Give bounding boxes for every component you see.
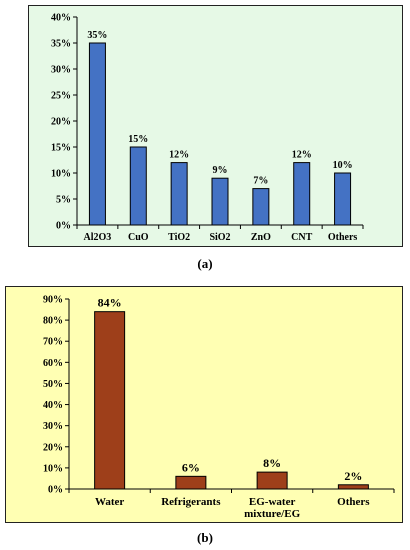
- chart-b-y-tick-label: 60%: [43, 358, 63, 369]
- chart-a-data-label: 10%: [333, 160, 353, 171]
- caption-a: (a): [197, 256, 213, 271]
- chart-b-data-label: 84%: [98, 296, 122, 310]
- chart-a-bar: [170, 162, 188, 226]
- chart-a-category-label: CNT: [291, 232, 312, 243]
- chart-b-y-tick-label: 10%: [43, 463, 63, 474]
- chart-b-data-label: 8%: [263, 456, 281, 470]
- chart-b-bar: [256, 471, 288, 490]
- chart-b-y-tick-label: 0%: [48, 485, 63, 496]
- chart-a-y-tick-label: 5%: [56, 195, 71, 206]
- chart-panel-a: 0% 5% 10% 15% 20% 25% 30% 35% 40% 35% Al2O3 15% CuO 1…: [28, 5, 403, 247]
- chart-b-y-tick-label: 50%: [43, 379, 63, 390]
- chart-a-bar: [88, 42, 106, 226]
- chart-a-y-tick-label: 35%: [51, 39, 71, 50]
- chart-b-y-tick-label: 20%: [43, 442, 63, 453]
- chart-b-category-label: Refrigerants: [161, 496, 221, 508]
- chart-a-category-label: Al2O3: [84, 232, 112, 243]
- chart-b-bar: [94, 311, 126, 490]
- chart-a-svg: 0% 5% 10% 15% 20% 25% 30% 35% 40% 35% Al2O3 15% CuO 1…: [51, 13, 364, 243]
- chart-a-data-label: 7%: [253, 176, 268, 187]
- chart-a-y-tick-label: 25%: [51, 91, 71, 102]
- chart-b-y-tick-label: 30%: [43, 421, 63, 432]
- chart-b-data-label: 6%: [182, 460, 200, 474]
- chart-panel-b: 0% 10% 20% 30% 40% 50% 60% 70% 80% 90% 84% Water 6% R…: [5, 286, 403, 523]
- caption-b: (b): [197, 530, 213, 545]
- chart-a-y-tick-label: 15%: [51, 143, 71, 154]
- chart-a-category-label: SiO2: [209, 232, 230, 243]
- chart-a-data-label: 35%: [87, 30, 107, 41]
- chart-a-category-label: CuO: [128, 232, 149, 243]
- chart-b-svg: 0% 10% 20% 30% 40% 50% 60% 70% 80% 90% 84% Water 6% R…: [43, 295, 395, 520]
- chart-b-category-label: Water: [95, 496, 124, 508]
- chart-b-category-label: mixture/EG: [244, 508, 300, 520]
- chart-a-y-tick-label: 0%: [56, 221, 71, 232]
- chart-a-category-label: Others: [328, 232, 358, 243]
- chart-a-data-label: 12%: [292, 150, 312, 161]
- chart-b-y-tick-label: 70%: [43, 337, 63, 348]
- chart-a-bar: [293, 162, 311, 226]
- chart-b-y-tick-label: 90%: [43, 295, 63, 306]
- chart-a-data-label: 15%: [128, 134, 148, 145]
- chart-a-y-tick-label: 10%: [51, 169, 71, 180]
- chart-a-data-label: 9%: [213, 165, 228, 176]
- chart-a-category-label: ZnO: [251, 232, 271, 243]
- chart-b-y-tick-label: 80%: [43, 316, 63, 327]
- chart-a-bar: [211, 177, 229, 226]
- chart-b-data-label: 2%: [344, 469, 362, 483]
- chart-a-y-tick-label: 40%: [51, 13, 71, 24]
- chart-b-category-label: Others: [337, 496, 370, 508]
- chart-a-bar: [129, 146, 147, 226]
- chart-a-category-label: TiO2: [168, 232, 190, 243]
- chart-b-y-tick-label: 40%: [43, 400, 63, 411]
- chart-b-bar: [175, 475, 207, 490]
- chart-b-bar: [337, 484, 369, 490]
- chart-a-bar: [252, 188, 270, 226]
- chart-a-y-tick-label: 30%: [51, 65, 71, 76]
- chart-b-category-label: EG-water: [249, 496, 296, 508]
- chart-a-bar: [334, 172, 352, 226]
- chart-a-y-tick-label: 20%: [51, 117, 71, 128]
- chart-a-data-label: 12%: [169, 150, 189, 161]
